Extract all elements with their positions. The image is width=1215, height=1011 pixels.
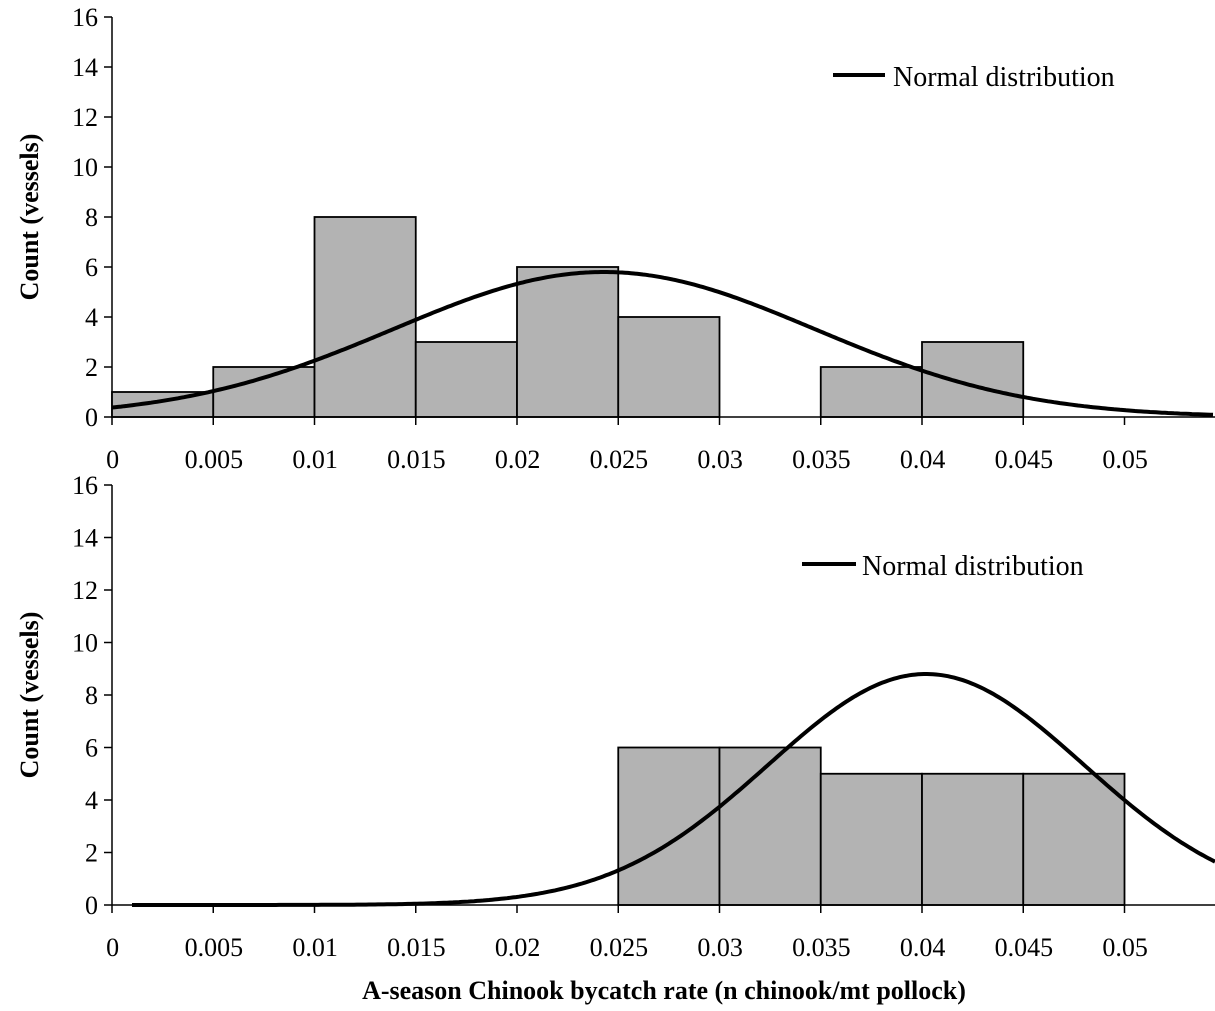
x-tick-label: 0.04 [900, 933, 946, 962]
x-tick-label: 0.01 [292, 933, 338, 962]
y-tick-label: 10 [72, 153, 98, 182]
normal-distribution-curve [132, 672, 1215, 907]
top-histogram-panel: 0 2 4 6 8 10 12 14 16 0 0.005 0.01 0.015 0.02 0.025 0.0… [15, 3, 1215, 474]
y-tick-label: 16 [72, 3, 98, 32]
histogram-bar [819, 772, 923, 906]
x-tick-label: 0.04 [900, 445, 946, 474]
y-tick-label: 0 [85, 403, 98, 432]
x-tick-label: 0.025 [590, 445, 649, 474]
histogram-bar [617, 746, 721, 906]
y-axis-title: Count (vessels) [15, 134, 44, 301]
y-tick-label: 6 [85, 253, 98, 282]
legend-label: Normal distribution [893, 62, 1115, 93]
x-tick-label: 0.02 [495, 445, 541, 474]
histogram-bar [921, 772, 1025, 906]
y-tick-label: 0 [85, 891, 98, 920]
y-tick-label: 8 [85, 203, 98, 232]
x-tick-label: 0.035 [792, 933, 851, 962]
bottom-histogram-panel: 0 2 4 6 8 10 12 14 16 0 0.005 0.01 0.015 0.02 0.025 0.0… [15, 471, 1215, 1005]
histogram-bar [313, 216, 417, 418]
histogram-bar [414, 341, 518, 418]
y-tick-label: 10 [72, 629, 98, 658]
x-tick-label: 0 [106, 933, 119, 962]
histogram-bar [516, 266, 620, 418]
x-tick-label: 0.01 [292, 445, 338, 474]
x-tick-label: 0.03 [697, 445, 743, 474]
x-tick-label: 0.005 [185, 445, 244, 474]
y-axis-title: Count (vessels) [15, 612, 44, 779]
x-tick-label: 0.015 [387, 933, 446, 962]
y-tick-label: 2 [85, 839, 98, 868]
x-tick-label: 0.05 [1102, 445, 1148, 474]
y-tick-label: 4 [85, 786, 98, 815]
x-tick-label: 0.005 [185, 933, 244, 962]
y-tick-label: 12 [72, 576, 98, 605]
x-tick-label: 0.035 [792, 445, 851, 474]
legend-label: Normal distribution [862, 551, 1084, 582]
y-tick-label: 6 [85, 734, 98, 763]
x-tick-label: 0.045 [995, 445, 1054, 474]
x-tick-label: 0.015 [387, 445, 446, 474]
y-tick-label: 16 [72, 471, 98, 500]
y-tick-label: 8 [85, 681, 98, 710]
x-axis-title: A-season Chinook bycatch rate (n chinook… [362, 976, 966, 1005]
x-tick-label: 0.03 [697, 933, 743, 962]
histogram-bar [819, 366, 923, 418]
x-tick-label: 0.05 [1102, 933, 1148, 962]
x-tick-label: 0.025 [590, 933, 649, 962]
y-tick-label: 14 [72, 53, 98, 82]
y-tick-label: 4 [85, 303, 98, 332]
y-tick-label: 2 [85, 353, 98, 382]
y-tick-label: 12 [72, 103, 98, 132]
normal-distribution-curve [111, 270, 1214, 417]
histogram-bar [212, 366, 316, 418]
histogram-bar [718, 746, 822, 906]
x-tick-label: 0.02 [495, 933, 541, 962]
x-tick-label: 0.045 [995, 933, 1054, 962]
histogram-bar [617, 316, 721, 418]
y-tick-label: 14 [72, 524, 98, 553]
x-tick-label: 0 [106, 445, 119, 474]
histogram-bar [921, 341, 1025, 418]
histogram-bar [1022, 772, 1126, 906]
